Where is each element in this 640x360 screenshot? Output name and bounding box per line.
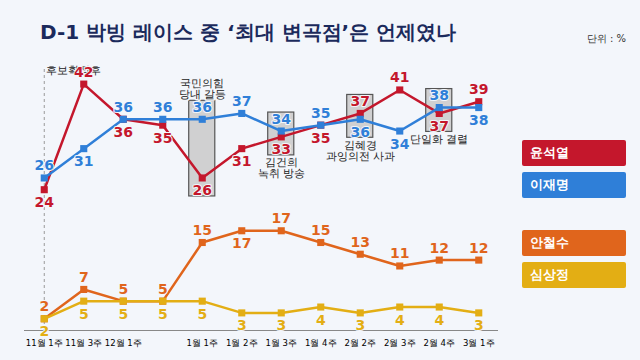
svg-text:1월 4주: 1월 4주	[305, 338, 337, 348]
svg-text:5: 5	[158, 281, 168, 297]
svg-text:11: 11	[390, 245, 409, 261]
svg-text:3: 3	[355, 317, 365, 333]
svg-text:12: 12	[469, 240, 488, 256]
svg-text:2월 3주: 2월 3주	[384, 338, 416, 348]
svg-text:2: 2	[39, 298, 49, 314]
svg-text:35: 35	[153, 130, 172, 146]
svg-text:34: 34	[390, 135, 410, 152]
svg-text:11월 1주: 11월 1주	[25, 337, 63, 348]
svg-text:15: 15	[311, 222, 330, 238]
svg-text:36: 36	[193, 99, 212, 115]
html-text:단위 : %: 단위 : %	[586, 33, 626, 44]
svg-text:김혜경과잉의전 사과: 김혜경과잉의전 사과	[326, 139, 396, 163]
svg-text:1월 1주: 1월 1주	[186, 338, 218, 348]
svg-text:5: 5	[158, 306, 168, 322]
svg-text:2: 2	[39, 323, 49, 339]
svg-text:36: 36	[351, 124, 370, 140]
svg-text:34: 34	[272, 111, 292, 127]
svg-text:36: 36	[114, 124, 133, 140]
html-text:심상정: 심상정	[530, 267, 569, 282]
svg-text:36: 36	[153, 99, 172, 115]
html-text:이재명: 이재명	[530, 177, 569, 192]
svg-text:31: 31	[74, 153, 93, 169]
svg-text:5: 5	[118, 281, 128, 297]
svg-text:39: 39	[469, 81, 488, 97]
svg-text:37: 37	[430, 118, 449, 134]
svg-text:12: 12	[430, 240, 449, 256]
svg-text:37: 37	[232, 93, 251, 109]
svg-text:36: 36	[114, 99, 133, 115]
svg-text:1월 2주: 1월 2주	[226, 338, 258, 348]
svg-text:35: 35	[311, 130, 330, 146]
svg-text:3: 3	[237, 317, 247, 333]
svg-text:13: 13	[351, 234, 370, 250]
svg-text:31: 31	[232, 153, 251, 169]
svg-text:17: 17	[232, 235, 251, 251]
svg-text:2월 2주: 2월 2주	[344, 338, 376, 348]
svg-text:국민의힘당내 갈등: 국민의힘당내 갈등	[179, 77, 227, 101]
svg-text:38: 38	[469, 112, 488, 128]
svg-text:5: 5	[79, 306, 89, 322]
svg-text:42: 42	[74, 64, 93, 80]
svg-text:38: 38	[430, 87, 449, 103]
svg-text:35: 35	[311, 105, 330, 121]
svg-text:26: 26	[35, 157, 54, 173]
svg-text:17: 17	[272, 210, 291, 226]
svg-text:5: 5	[197, 306, 207, 322]
svg-text:5: 5	[118, 306, 128, 322]
svg-text:33: 33	[272, 141, 291, 157]
svg-text:26: 26	[193, 182, 212, 198]
svg-text:4: 4	[395, 312, 405, 328]
svg-text:김건희녹취 방송: 김건희녹취 방송	[258, 156, 306, 180]
svg-text:7: 7	[79, 269, 89, 285]
svg-text:1월 3주: 1월 3주	[265, 338, 297, 348]
svg-text:41: 41	[390, 69, 409, 85]
svg-text:3월 1주: 3월 1주	[463, 338, 495, 348]
svg-text:3: 3	[276, 317, 286, 333]
svg-text:37: 37	[351, 93, 370, 109]
svg-text:4: 4	[434, 312, 444, 328]
svg-text:24: 24	[35, 194, 55, 210]
svg-text:단일화 결렬: 단일화 결렬	[410, 133, 469, 146]
svg-text:3: 3	[474, 317, 484, 333]
html-text:안철수: 안철수	[530, 235, 569, 250]
svg-text:2월 4주: 2월 4주	[423, 338, 455, 348]
html-text:D-1 박빙 레이스 중 ‘최대 변곡점’은 언제였나: D-1 박빙 레이스 중 ‘최대 변곡점’은 언제였나	[40, 20, 457, 44]
html-text:윤석열: 윤석열	[530, 145, 569, 160]
svg-text:11월 3주: 11월 3주	[65, 338, 102, 348]
svg-text:4: 4	[316, 312, 326, 328]
svg-text:12월 1주: 12월 1주	[105, 338, 142, 348]
svg-text:15: 15	[193, 222, 212, 238]
